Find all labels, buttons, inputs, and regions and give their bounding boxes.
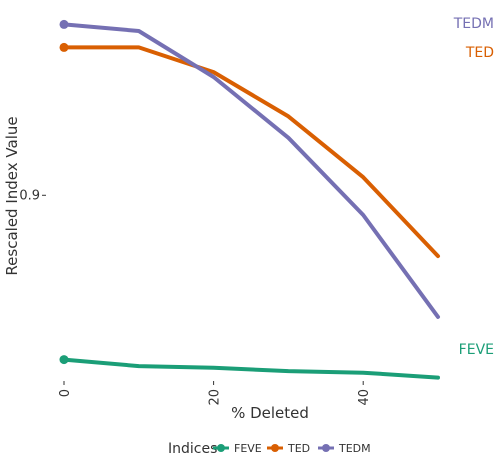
series-end-label: TED bbox=[465, 45, 494, 61]
series-end-labels: FEVE TED TEDM bbox=[453, 16, 494, 358]
legend-label: TEDM bbox=[338, 442, 371, 455]
legend-key-point bbox=[271, 444, 279, 452]
series-start-point-ted bbox=[59, 42, 69, 52]
axes: Rescaled Index Value % Deleted 0.9 0 20 40 bbox=[3, 116, 372, 422]
legend: Indices FEVE TED TEDM bbox=[168, 441, 371, 457]
series-end-label: FEVE bbox=[459, 342, 494, 358]
legend-key-point bbox=[322, 444, 330, 452]
legend-title: Indices bbox=[168, 441, 217, 457]
series-line-tedm bbox=[62, 22, 440, 319]
y-axis-title: Rescaled Index Value bbox=[3, 116, 21, 275]
series-line-feve bbox=[62, 357, 440, 380]
x-tick-label: 20 bbox=[208, 389, 223, 406]
series-start-point-feve bbox=[59, 355, 69, 365]
legend-label: FEVE bbox=[234, 442, 262, 455]
series-end-label: TEDM bbox=[453, 16, 494, 32]
plot-area bbox=[59, 19, 440, 380]
series-start-point-tedm bbox=[59, 19, 69, 29]
x-tick-label: 40 bbox=[357, 389, 372, 406]
y-tick-label: 0.9 bbox=[19, 188, 40, 203]
legend-key-point bbox=[217, 444, 225, 452]
series-line-ted bbox=[62, 45, 440, 259]
legend-label: TED bbox=[287, 442, 310, 455]
x-axis-title: % Deleted bbox=[231, 404, 309, 422]
x-tick-label: 0 bbox=[58, 389, 73, 397]
